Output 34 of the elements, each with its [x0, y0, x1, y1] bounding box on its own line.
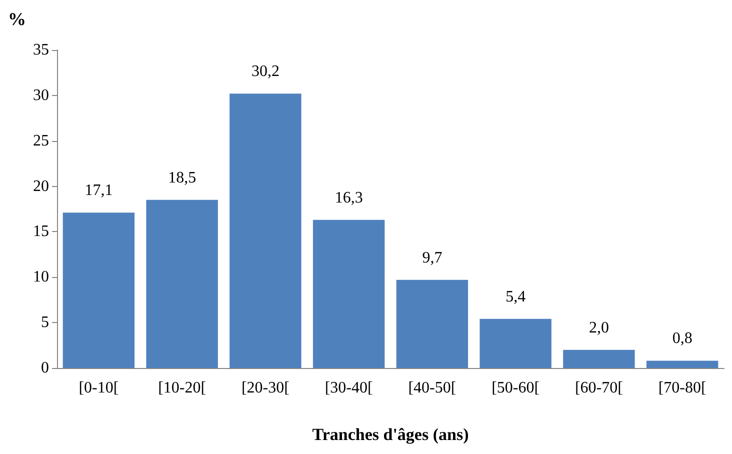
y-tick-label: 10 [33, 268, 49, 286]
bar [646, 360, 718, 368]
x-tick-label: [70-80[ [658, 380, 706, 396]
data-label: 30,2 [251, 63, 280, 80]
bar [563, 350, 635, 368]
y-tick-label: 15 [33, 223, 49, 240]
data-label: 0,8 [672, 330, 692, 348]
y-axis-title: % [8, 9, 26, 29]
bar [230, 94, 302, 368]
x-tick-label: [0-10[ [78, 380, 119, 396]
data-label: 18,5 [168, 169, 196, 186]
data-label: 16,3 [334, 189, 363, 206]
x-tick-label: [50-60[ [492, 380, 540, 396]
bar [146, 200, 218, 368]
x-axis-title: Tranches d'âges (ans) [312, 425, 469, 444]
bar [396, 280, 468, 368]
y-tick-label: 25 [33, 132, 49, 150]
x-tick-label: [10-20[ [158, 380, 206, 396]
bar [62, 212, 135, 368]
x-tick-label: [40-50[ [408, 380, 456, 396]
y-tick-label: 30 [33, 86, 49, 104]
x-tick-label: [60-70[ [574, 380, 623, 396]
data-label: 2,0 [588, 319, 609, 336]
data-label: 5,4 [506, 288, 526, 306]
y-tick-label: 20 [33, 178, 49, 195]
y-tick-label: 35 [33, 42, 49, 58]
bar [312, 220, 385, 368]
x-tick-label: [20-30[ [241, 380, 290, 396]
y-tick-label: 5 [41, 314, 49, 332]
data-label: 9,7 [422, 249, 442, 266]
bar [480, 318, 552, 368]
x-tick-label: [30-40[ [324, 380, 373, 396]
y-tick-label: 0 [41, 360, 49, 376]
data-label: 17,1 [84, 182, 113, 200]
